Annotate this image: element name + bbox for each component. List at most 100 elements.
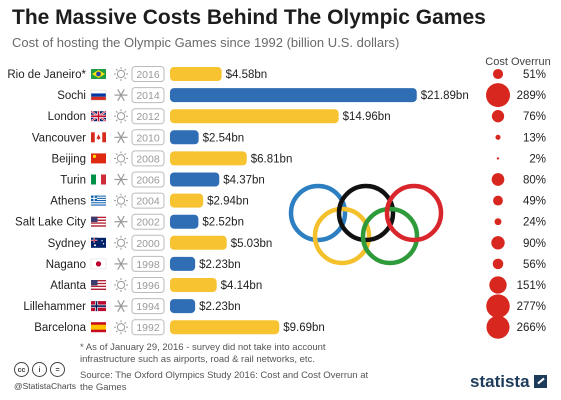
cost-overrun-bubble: [486, 315, 510, 339]
chart-row-atlanta: Atlanta 1996 $4.14bn 151%: [50, 276, 546, 294]
flag-part: [91, 202, 106, 204]
year-label: 2008: [136, 153, 160, 165]
flag-part: [91, 200, 106, 202]
sun-icon: [114, 67, 128, 81]
olympic-ring-blue: [288, 183, 348, 243]
cost-overrun-label: 277%: [517, 301, 546, 313]
snowflake-arm: [117, 300, 125, 313]
flag-part: [91, 237, 106, 248]
cost-value-label: $6.81bn: [251, 153, 293, 165]
city-label: Lillehammer: [23, 301, 86, 313]
year-label: 2010: [136, 132, 160, 144]
flag-part: [91, 198, 106, 201]
sun-core: [116, 112, 126, 121]
flag-part: [91, 282, 106, 285]
sun-ray: [124, 110, 127, 114]
cost-bar: [170, 214, 199, 229]
cost-bar: [170, 256, 196, 271]
year-box: [131, 192, 165, 209]
cost-bar: [170, 109, 339, 124]
cost-value-label: $21.89bn: [421, 90, 469, 102]
cost-bar: [170, 278, 217, 292]
city-label: Nagano: [46, 259, 86, 271]
flag-part: [91, 222, 106, 224]
year-box: [131, 277, 165, 293]
sun-icon: [114, 278, 128, 292]
cost-overrun-label: 151%: [517, 280, 546, 292]
snowflake-icon: [114, 173, 128, 186]
sun-core: [116, 323, 126, 332]
flag-part: [91, 195, 106, 197]
sun-ray: [124, 245, 127, 249]
flag-part: [91, 132, 95, 143]
olympic-ring-green: [360, 206, 420, 266]
sun-core: [116, 238, 126, 247]
flag-part: [91, 93, 106, 97]
year-box: [131, 319, 165, 336]
year-label: 2000: [136, 238, 160, 250]
snowflake-icon: [114, 300, 128, 313]
cost-overrun-label: 51%: [523, 69, 546, 81]
olympic-ring-red: [384, 183, 444, 243]
sun-ray: [115, 245, 118, 249]
flag-part: [91, 90, 106, 94]
sun-ray: [115, 161, 118, 164]
flag-part: [96, 71, 101, 77]
flag-canada-icon: [91, 132, 106, 143]
city-label: Sydney: [48, 238, 87, 250]
chart-row-sochi: Sochi 2014 $21.89bn 289%: [57, 83, 546, 108]
flag-part: [91, 96, 106, 101]
flag-part: [91, 197, 97, 199]
snowflake-icon: [114, 257, 128, 270]
year-label: 2012: [136, 111, 160, 123]
year-box: [131, 66, 165, 82]
flag-part: [91, 280, 98, 286]
flag-japan-icon: [90, 258, 107, 270]
flag-part: [101, 240, 103, 242]
flag-part: [91, 284, 106, 286]
cost-overrun-label: 24%: [523, 217, 546, 229]
sun-ray: [115, 321, 118, 325]
flag-part: [91, 285, 106, 288]
cost-overrun-label: 289%: [517, 90, 546, 102]
year-box: [131, 129, 165, 146]
flag-part: [92, 154, 97, 158]
flag-part: [91, 216, 98, 223]
statista-logo: statista: [470, 372, 547, 392]
year-box: [131, 234, 165, 251]
flag-china-icon: [91, 153, 106, 164]
snowflake-arm: [117, 131, 125, 144]
year-label: 1992: [136, 322, 160, 334]
cost-bar: [170, 67, 222, 81]
city-label: Rio de Janeiro*: [7, 69, 86, 81]
cost-overrun-label: 2%: [529, 153, 546, 165]
year-box: [131, 87, 165, 104]
statista-handle[interactable]: @StatistaCharts: [14, 381, 77, 391]
snowflake-icon: [114, 131, 128, 144]
olympic-ring-yellow: [312, 206, 372, 266]
year-box: [131, 108, 165, 125]
cost-overrun-bubble: [493, 195, 503, 206]
chart-row-rio-de-janeiro-: Rio de Janeiro* 2016 $4.58bn 51%: [7, 66, 546, 82]
cost-bar: [170, 299, 196, 314]
flag-part: [96, 134, 101, 140]
cost-bar: [170, 193, 204, 208]
cost-overrun-bubble: [492, 258, 504, 270]
sun-core: [116, 196, 126, 205]
cost-value-label: $5.03bn: [231, 238, 273, 250]
snowflake-arm: [117, 89, 125, 102]
chart-row-turin: Turin 2006 $4.37bn 80%: [60, 171, 546, 188]
cost-value-label: $9.69bn: [283, 322, 325, 334]
snowflake-arm: [117, 173, 125, 186]
sun-ray: [124, 203, 127, 206]
statista-logo-text: statista: [470, 372, 530, 391]
chart-row-salt-lake-city: Salt Lake City 2002 $2.52bn 24%: [15, 213, 546, 230]
cost-overrun-bubble: [495, 134, 501, 140]
flag-part: [91, 288, 106, 290]
year-label: 2002: [136, 217, 160, 229]
chart-row-nagano: Nagano 1998 $2.23bn 56%: [46, 255, 546, 272]
cost-value-label: $4.37bn: [223, 175, 265, 187]
flag-part: [91, 225, 106, 227]
year-box: [131, 298, 165, 315]
sun-ray: [124, 161, 127, 164]
